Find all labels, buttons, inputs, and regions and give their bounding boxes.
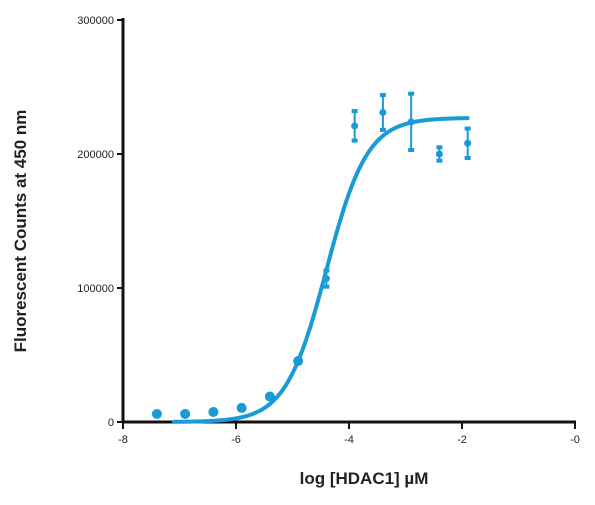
error-cap — [464, 126, 471, 131]
y-tick-label: 300000 — [77, 15, 114, 27]
data-point-group — [208, 406, 219, 417]
error-cap — [436, 158, 443, 163]
error-cap — [408, 147, 415, 152]
x-tick-label: -0 — [570, 434, 580, 446]
data-point — [151, 408, 162, 419]
data-point — [236, 402, 247, 413]
data-point — [180, 408, 191, 419]
data-point-group — [322, 268, 330, 289]
error-cap — [379, 93, 386, 98]
data-point-group — [464, 126, 472, 161]
x-tick-label: -6 — [231, 434, 241, 446]
fit-curve — [171, 116, 470, 424]
error-cap — [379, 127, 386, 132]
data-point — [464, 139, 472, 147]
error-cap — [464, 156, 471, 161]
data-point — [351, 122, 359, 130]
y-axis-title: Fluorescent Counts at 450 nm — [11, 110, 30, 353]
data-point — [322, 275, 330, 283]
x-axis-title: log [HDAC1] µM — [300, 469, 429, 488]
error-cap — [351, 138, 358, 143]
data-point-group — [435, 145, 443, 163]
y-tick-label: 100000 — [77, 283, 114, 295]
error-cap — [323, 284, 330, 289]
x-tick-label: -2 — [457, 434, 467, 446]
data-point-group — [180, 408, 191, 419]
x-tick-label: -8 — [118, 434, 128, 446]
data-points-layer — [151, 91, 472, 419]
data-point — [208, 406, 219, 417]
data-point-group — [379, 93, 387, 132]
data-point-group — [407, 91, 415, 152]
error-cap — [323, 268, 330, 273]
error-cap — [436, 145, 443, 150]
data-point — [293, 356, 304, 367]
error-cap — [408, 91, 415, 96]
data-point — [264, 391, 275, 402]
data-point-group — [236, 402, 247, 413]
data-point-group — [351, 109, 359, 143]
fit-curve-layer — [171, 116, 470, 424]
data-point — [379, 108, 387, 116]
y-tick-label: 200000 — [77, 149, 114, 161]
data-point — [407, 118, 415, 126]
data-point-group — [293, 356, 304, 367]
data-point-group — [151, 408, 162, 419]
y-tick-label: 0 — [108, 417, 114, 429]
axes: 0 100000 200000 300000 -8 -6 -4 -2 -0 — [77, 15, 580, 446]
data-point-group — [264, 391, 275, 402]
x-tick-label: -4 — [344, 434, 354, 446]
error-cap — [351, 109, 358, 114]
data-point — [435, 150, 443, 158]
